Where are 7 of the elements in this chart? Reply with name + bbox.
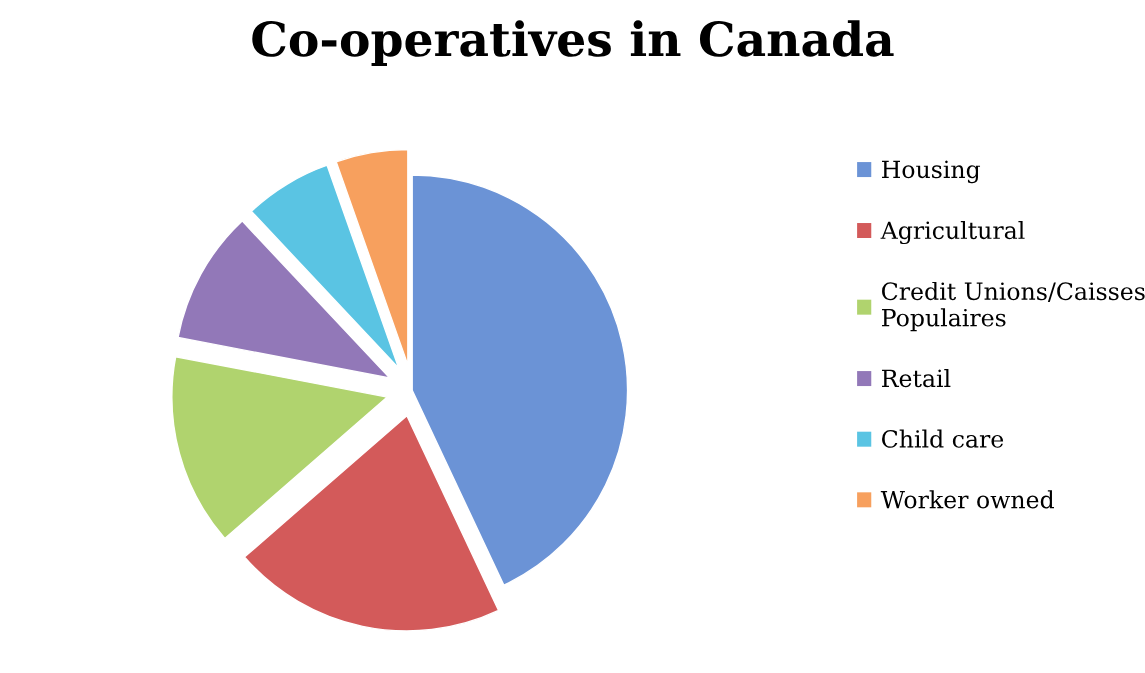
legend-label: Housing xyxy=(882,160,981,184)
legend-label: Agricultural xyxy=(880,220,1025,245)
legend-label: Retail xyxy=(882,368,951,388)
legend-label: Child care xyxy=(882,429,1004,448)
legend-label: Credit Unions/Caisses Populaires xyxy=(882,281,1145,332)
legend-label: Worker owned xyxy=(880,490,1054,509)
chart-title: Co-operatives in Canada xyxy=(252,20,894,66)
